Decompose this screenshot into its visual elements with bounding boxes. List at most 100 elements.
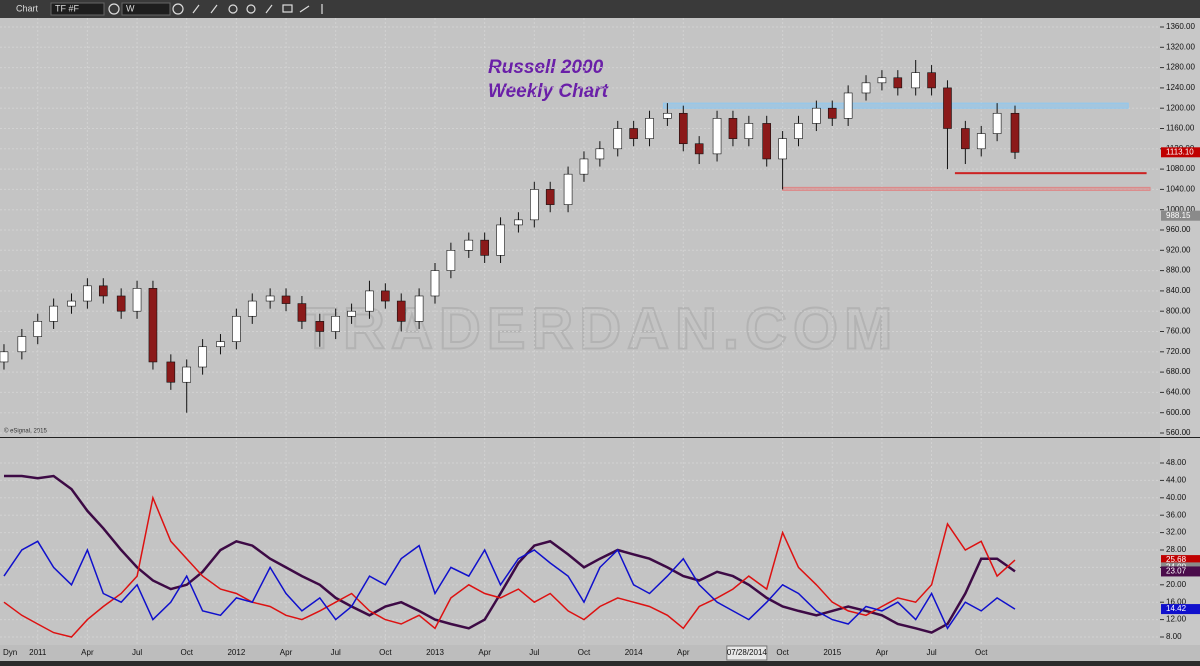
candle-body bbox=[297, 303, 307, 322]
symbol[interactable]: TF #F bbox=[55, 3, 80, 13]
y-tick-label: 1240.00 bbox=[1166, 83, 1195, 92]
candle-body bbox=[911, 72, 920, 89]
price-marker bbox=[1161, 566, 1200, 577]
candle-body bbox=[414, 295, 424, 322]
candle-body bbox=[645, 118, 654, 139]
symbol-box[interactable] bbox=[50, 2, 105, 16]
y-tick-label: 560.00 bbox=[1166, 428, 1191, 437]
candle-body bbox=[396, 300, 406, 322]
candle-body bbox=[0, 351, 9, 363]
y-tick-label: 1000.00 bbox=[1166, 205, 1195, 214]
candle-body bbox=[480, 239, 489, 256]
candle-body bbox=[430, 270, 440, 297]
x-tick-label: Oct bbox=[578, 648, 591, 657]
candle-body bbox=[166, 361, 176, 383]
candle-body bbox=[182, 366, 192, 383]
candle-body bbox=[49, 305, 58, 322]
candle-body bbox=[148, 288, 158, 363]
candle-body bbox=[347, 310, 356, 317]
candle-body bbox=[893, 77, 903, 89]
x-tick-label: 2013 bbox=[426, 648, 444, 657]
x-tick-label: 2012 bbox=[227, 648, 245, 657]
candle-body bbox=[663, 112, 672, 119]
x-tick-label: Jul bbox=[331, 648, 341, 657]
candle-body bbox=[98, 285, 108, 297]
x-tick-label: Apr bbox=[677, 648, 690, 657]
toolbar-icons[interactable] bbox=[108, 3, 323, 15]
price-marker bbox=[1161, 555, 1200, 566]
y-tick-label: 880.00 bbox=[1166, 266, 1191, 275]
y-tick-label: 32.00 bbox=[1166, 528, 1187, 537]
y-tick-label: 720.00 bbox=[1166, 347, 1191, 356]
study-name: Dyn bbox=[3, 648, 17, 657]
candle-body bbox=[678, 112, 688, 145]
interval-box[interactable] bbox=[121, 2, 171, 16]
y-tick-label: 920.00 bbox=[1166, 245, 1191, 254]
interval[interactable]: W bbox=[126, 3, 135, 13]
candle-body bbox=[496, 224, 505, 256]
candle-body bbox=[198, 346, 207, 368]
y-tick-label: 12.00 bbox=[1166, 615, 1187, 624]
candle-body bbox=[976, 133, 986, 150]
price-axis bbox=[1160, 18, 1200, 645]
study-panel bbox=[0, 438, 1160, 645]
candle-body bbox=[843, 92, 853, 119]
x-tick-label: Apr bbox=[876, 648, 889, 657]
window-title: Chart bbox=[16, 3, 39, 13]
candle-body bbox=[992, 112, 1002, 134]
study-line bbox=[3, 540, 1016, 630]
candle-body bbox=[365, 290, 374, 312]
price-marker-label: 25.68 bbox=[1166, 555, 1187, 564]
candle-body bbox=[116, 295, 126, 312]
y-tick-label: 1040.00 bbox=[1166, 185, 1195, 194]
y-tick-label: 44.00 bbox=[1166, 476, 1187, 485]
y-tick-label: 16.00 bbox=[1166, 597, 1187, 606]
x-tick-label: 2011 bbox=[29, 648, 47, 657]
candle-body bbox=[33, 321, 43, 337]
study-line bbox=[4, 474, 1016, 634]
y-tick-label: 1160.00 bbox=[1166, 124, 1195, 133]
level-zone bbox=[662, 102, 1129, 109]
y-tick-label: 960.00 bbox=[1166, 225, 1191, 234]
candle-body bbox=[67, 300, 76, 307]
x-tick-label: Jul bbox=[926, 648, 936, 657]
candle-body bbox=[712, 118, 722, 155]
candle-body bbox=[530, 189, 539, 221]
candle-body bbox=[247, 300, 257, 317]
y-tick-label: 8.00 bbox=[1166, 632, 1182, 641]
candle-body bbox=[728, 118, 738, 139]
candle-body bbox=[132, 288, 142, 312]
candle-body bbox=[943, 87, 952, 129]
price-marker-label: 988.15 bbox=[1166, 211, 1191, 220]
candle-body bbox=[331, 315, 340, 332]
x-tick-label: Jul bbox=[132, 648, 142, 657]
y-tick-label: 840.00 bbox=[1166, 286, 1191, 295]
y-tick-label: 20.00 bbox=[1166, 580, 1187, 589]
candle-body bbox=[281, 295, 291, 304]
candle-body bbox=[83, 285, 92, 302]
y-tick-label: 1280.00 bbox=[1166, 63, 1195, 72]
candle-body bbox=[464, 239, 474, 251]
candle-body bbox=[762, 123, 772, 160]
level-zone bbox=[782, 186, 1151, 191]
x-tick-label: Apr bbox=[81, 648, 94, 657]
y-tick-label: 1320.00 bbox=[1166, 42, 1195, 51]
y-tick-label: 680.00 bbox=[1166, 367, 1191, 376]
x-tick-label: Oct bbox=[379, 648, 392, 657]
x-tick-label: Oct bbox=[776, 648, 789, 657]
candle-body bbox=[794, 123, 803, 139]
x-tick-label: 2014 bbox=[625, 648, 643, 657]
candle-body bbox=[265, 295, 275, 302]
x-tick-label: Jul bbox=[529, 648, 539, 657]
toolbar bbox=[0, 0, 1200, 18]
price-marker-label: 14.42 bbox=[1166, 604, 1187, 613]
credit: © eSignal, 2015 bbox=[4, 428, 47, 435]
candle-body bbox=[381, 290, 390, 302]
y-tick-label: 36.00 bbox=[1166, 510, 1187, 519]
price-marker bbox=[1161, 147, 1200, 158]
y-tick-label: 640.00 bbox=[1166, 388, 1191, 397]
date-axis bbox=[0, 645, 1200, 661]
x-tick-label: Apr bbox=[280, 648, 293, 657]
candle-body bbox=[861, 82, 871, 94]
y-tick-label: 1200.00 bbox=[1166, 103, 1195, 112]
